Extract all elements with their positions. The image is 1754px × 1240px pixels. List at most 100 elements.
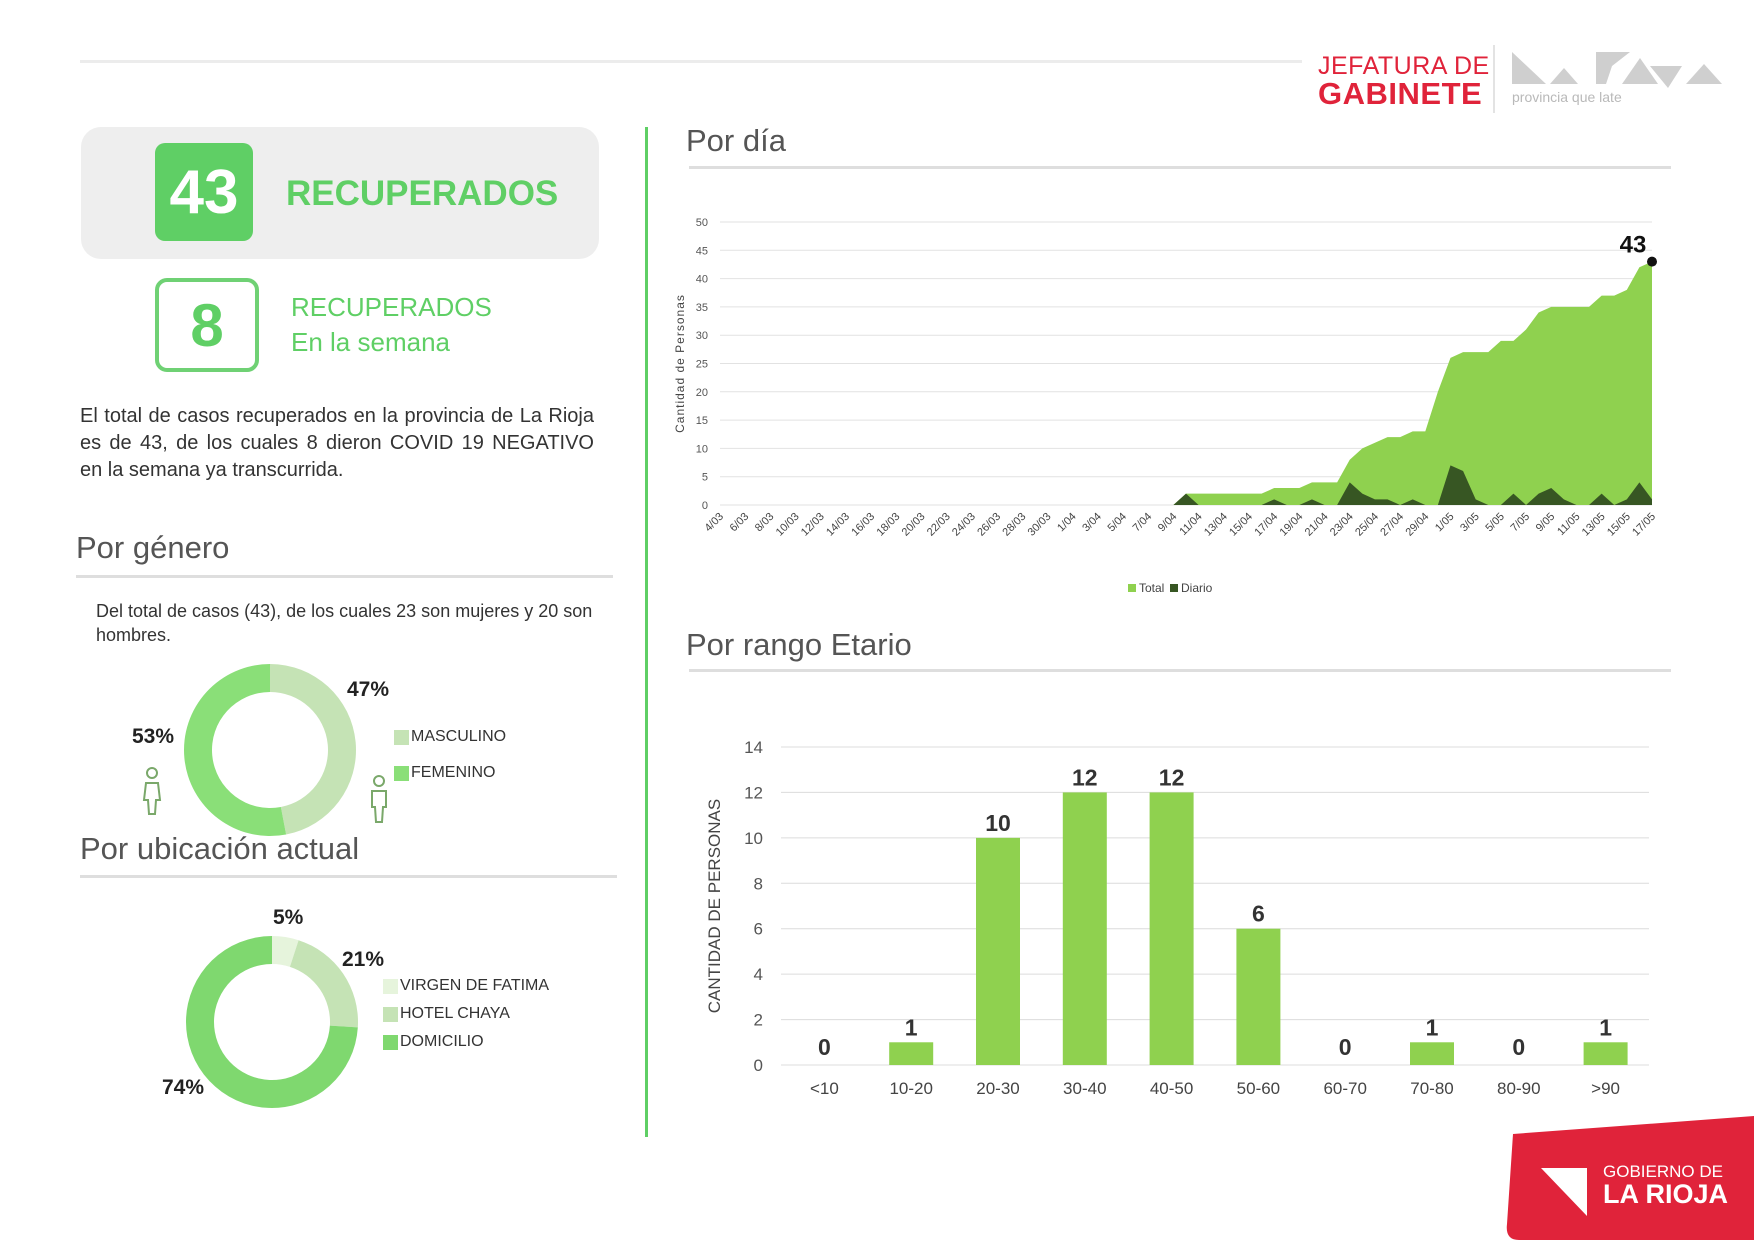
- age-x-tick-label: 30-40: [1063, 1079, 1106, 1098]
- daily-x-tick-label: 14/03: [824, 511, 852, 539]
- age-data-label: 0: [1339, 1034, 1352, 1060]
- daily-x-tick-label: 15/04: [1227, 511, 1255, 539]
- la-rioja-brand-logo: [1512, 52, 1722, 88]
- daily-section-title: Por día: [686, 123, 786, 158]
- age-x-tick-label: 70-80: [1410, 1079, 1453, 1098]
- logo-separator: [1493, 45, 1495, 113]
- legend-label-femenino: FEMENINO: [411, 764, 496, 781]
- location-section-divider: [80, 875, 617, 878]
- week-recovered-sublabel: En la semana: [291, 327, 450, 357]
- daily-y-tick-label: 50: [696, 217, 708, 229]
- age-data-label: 6: [1252, 901, 1265, 927]
- legend-label-domicilio: DOMICILIO: [400, 1033, 484, 1050]
- age-data-label: 1: [905, 1014, 918, 1040]
- age-y-tick-label: 12: [744, 783, 763, 802]
- age-bar-50-60: [1236, 928, 1281, 1065]
- daily-last-point: [1647, 256, 1657, 267]
- daily-x-tick-label: 27/04: [1378, 511, 1406, 539]
- age-data-label: 12: [1159, 764, 1185, 790]
- donut-slice-masculino: [270, 664, 356, 835]
- age-y-tick-label: 8: [754, 874, 763, 893]
- daily-x-tick-label: 21/04: [1303, 511, 1331, 539]
- daily-x-tick-label: 10/03: [774, 511, 802, 539]
- location-donut-chart: [186, 936, 358, 1108]
- week-recovered-value: 8: [155, 278, 259, 372]
- legend-item-virgen-de-fatima: VIRGEN DE FATIMA: [383, 977, 549, 995]
- woman-icon: [142, 767, 162, 815]
- gender-donut-chart: [184, 664, 356, 836]
- daily-x-tick-label: 1/05: [1433, 511, 1457, 535]
- daily-x-tick-label: 3/05: [1458, 511, 1482, 535]
- age-bar-10-20: [889, 1042, 934, 1065]
- legend-swatch-domicilio: [383, 1034, 398, 1050]
- daily-y-tick-label: 0: [702, 500, 708, 512]
- daily-x-tick-label: 24/03: [950, 511, 978, 539]
- pct-label-masculino: 47%: [347, 678, 390, 701]
- footer-line1: GOBIERNO DE: [1603, 1162, 1723, 1181]
- daily-x-tick-label: 13/05: [1580, 511, 1608, 539]
- daily-legend-label-diario: Diario: [1181, 581, 1213, 595]
- daily-x-tick-label: 25/04: [1353, 511, 1381, 539]
- daily-x-tick-label: 9/04: [1156, 511, 1180, 535]
- age-bar-90: [1583, 1042, 1628, 1065]
- age-section-title: Por rango Etario: [686, 627, 912, 662]
- daily-y-axis-label: Cantidad de Personas: [673, 294, 687, 433]
- daily-y-tick-label: 45: [696, 245, 708, 257]
- jefatura-line2: GABINETE: [1318, 76, 1483, 111]
- daily-legend-swatch-diario: [1170, 584, 1178, 592]
- daily-x-tick-label: 11/05: [1555, 511, 1582, 538]
- age-x-tick-label: 20-30: [976, 1079, 1019, 1098]
- pct-label-domicilio: 74%: [162, 1076, 205, 1099]
- age-x-tick-label: >90: [1591, 1079, 1620, 1098]
- daily-x-tick-label: 5/05: [1483, 511, 1507, 535]
- age-bar-30-40: [1062, 792, 1107, 1065]
- daily-x-tick-label: 8/03: [753, 511, 777, 535]
- daily-x-tick-label: 15/05: [1605, 511, 1633, 539]
- total-recovered-value: 43: [155, 143, 253, 241]
- daily-x-tick-label: 30/03: [1026, 511, 1054, 539]
- legend-item-femenino: FEMENINO: [394, 764, 495, 782]
- age-y-tick-label: 4: [754, 965, 763, 984]
- age-section-divider: [689, 669, 1671, 672]
- daily-x-tick-label: 1/04: [1055, 511, 1079, 535]
- footer-line2: LA RIOJA: [1603, 1179, 1728, 1209]
- age-y-tick-label: 10: [744, 829, 763, 848]
- man-icon: [371, 775, 387, 823]
- age-x-tick-label: 10-20: [889, 1079, 932, 1098]
- daily-y-tick-label: 15: [696, 415, 708, 427]
- legend-label-hotel-chaya: HOTEL CHAYA: [400, 1005, 510, 1022]
- legend-item-hotel-chaya: HOTEL CHAYA: [383, 1005, 510, 1023]
- daily-x-tick-label: 17/04: [1252, 511, 1280, 539]
- age-bar-chart: 024681012140<10110-201020-301230-401240-…: [705, 738, 1649, 1098]
- donut-slice-virgen-de-fatima: [272, 936, 299, 967]
- daily-x-tick-label: 3/04: [1080, 511, 1104, 535]
- daily-x-tick-label: 17/05: [1630, 511, 1658, 539]
- jefatura-line1: JEFATURA DE: [1318, 52, 1490, 80]
- pct-label-hotel-chaya: 21%: [342, 948, 385, 971]
- age-bar-20-30: [976, 837, 1020, 1065]
- gobierno-la-rioja-logo: GOBIERNO DE LA RIOJA: [1506, 1116, 1754, 1240]
- age-y-axis-label: CANTIDAD DE PERSONAS: [705, 799, 724, 1013]
- daily-x-tick-label: 4/03: [702, 511, 726, 535]
- age-y-tick-label: 6: [754, 920, 763, 939]
- legend-swatch-hotel-chaya: [383, 1006, 398, 1022]
- daily-x-tick-label: 19/04: [1278, 511, 1306, 539]
- legend-swatch-femenino: [394, 765, 409, 781]
- legend-swatch-masculino: [394, 729, 409, 745]
- daily-x-tick-label: 16/03: [849, 511, 877, 539]
- week-recovered-label: RECUPERADOS: [291, 292, 492, 322]
- legend-swatch-virgen-de-fatima: [383, 978, 398, 994]
- daily-legend-label-total: Total: [1139, 581, 1164, 595]
- daily-y-tick-label: 25: [696, 359, 708, 371]
- age-x-tick-label: 40-50: [1150, 1079, 1193, 1098]
- age-data-label: 10: [985, 810, 1011, 836]
- daily-x-tick-label: 18/03: [874, 511, 902, 539]
- daily-y-tick-label: 10: [696, 443, 708, 455]
- daily-x-tick-label: 5/04: [1106, 511, 1130, 535]
- pct-label-virgen-de-fatima: 5%: [273, 906, 304, 929]
- daily-x-tick-label: 13/04: [1202, 511, 1230, 539]
- legend-label-virgen-de-fatima: VIRGEN DE FATIMA: [400, 977, 550, 994]
- daily-y-tick-label: 20: [696, 387, 708, 399]
- daily-y-tick-label: 40: [696, 274, 708, 286]
- daily-series-diario: [1173, 465, 1652, 505]
